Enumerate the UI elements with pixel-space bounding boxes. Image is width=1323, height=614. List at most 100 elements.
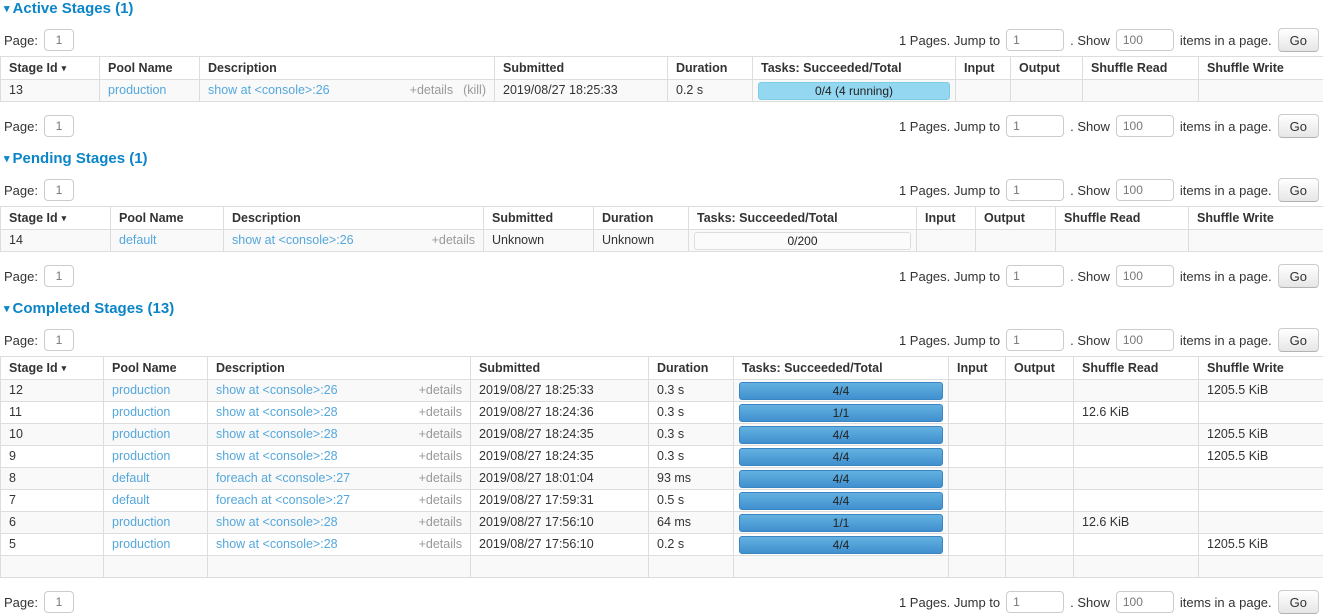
page-number-input[interactable] — [44, 29, 74, 51]
go-button[interactable]: Go — [1278, 328, 1319, 352]
col-header-stage-id[interactable]: Stage Id▾ — [1, 57, 100, 80]
page-number-input[interactable] — [44, 329, 74, 351]
details-toggle-link[interactable]: +details — [419, 449, 462, 464]
col-header-description[interactable]: Description — [208, 357, 471, 380]
col-header-submitted[interactable]: Submitted — [471, 357, 649, 380]
col-header-duration[interactable]: Duration — [649, 357, 734, 380]
col-header-stage-id[interactable]: Stage Id▾ — [1, 207, 111, 230]
description-link[interactable]: show at <console>:26 — [232, 233, 422, 248]
pool-name-link[interactable]: default — [119, 233, 157, 247]
kill-link[interactable]: (kill) — [463, 83, 486, 98]
jump-to-input[interactable] — [1006, 115, 1064, 137]
section-title-pending[interactable]: ▾Pending Stages (1) — [4, 151, 1323, 166]
description-link[interactable]: show at <console>:26 — [208, 83, 400, 98]
section-title-completed[interactable]: ▾Completed Stages (13) — [4, 301, 1323, 316]
description-link[interactable]: foreach at <console>:27 — [216, 471, 409, 486]
page-number-input[interactable] — [44, 591, 74, 613]
page-number-input[interactable] — [44, 179, 74, 201]
details-toggle-link[interactable]: +details — [410, 83, 453, 98]
details-toggle-link[interactable]: +details — [419, 405, 462, 420]
col-header-pool[interactable]: Pool Name — [104, 357, 208, 380]
details-toggle-link[interactable]: +details — [419, 493, 462, 508]
col-header-pool[interactable]: Pool Name — [111, 207, 224, 230]
col-header-stage-id[interactable]: Stage Id▾ — [1, 357, 104, 380]
col-header-submitted[interactable]: Submitted — [484, 207, 594, 230]
pool-name-link[interactable]: production — [112, 405, 170, 419]
col-header-submitted[interactable]: Submitted — [495, 57, 668, 80]
jump-to-input[interactable] — [1006, 265, 1064, 287]
section-title-active[interactable]: ▾Active Stages (1) — [4, 1, 1323, 16]
description-link[interactable]: show at <console>:28 — [216, 405, 409, 420]
pool-name-link[interactable]: default — [112, 493, 150, 507]
show-count-input[interactable] — [1116, 329, 1174, 351]
col-header-shuffle-write[interactable]: Shuffle Write — [1189, 207, 1323, 230]
col-header-input[interactable]: Input — [917, 207, 976, 230]
pool-name-link[interactable]: production — [108, 83, 166, 97]
stage-id-cell: 10 — [1, 424, 104, 446]
duration-cell: 64 ms — [649, 512, 734, 534]
go-button[interactable]: Go — [1278, 114, 1319, 138]
col-header-duration[interactable]: Duration — [668, 57, 753, 80]
details-toggle-link[interactable]: +details — [419, 471, 462, 486]
col-header-description[interactable]: Description — [224, 207, 484, 230]
go-button[interactable]: Go — [1278, 264, 1319, 288]
col-header-tasks[interactable]: Tasks: Succeeded/Total — [753, 57, 956, 80]
col-header-duration[interactable]: Duration — [594, 207, 689, 230]
jump-to-input[interactable] — [1006, 591, 1064, 613]
details-toggle-link[interactable]: +details — [419, 383, 462, 398]
col-header-shuffle-read[interactable]: Shuffle Read — [1083, 57, 1199, 80]
col-header-tasks[interactable]: Tasks: Succeeded/Total — [734, 357, 949, 380]
col-header-shuffle-write[interactable]: Shuffle Write — [1199, 57, 1323, 80]
col-header-input[interactable]: Input — [956, 57, 1011, 80]
col-header-output[interactable]: Output — [976, 207, 1056, 230]
col-header-label: Output — [1019, 61, 1060, 75]
pool-name-link[interactable]: production — [112, 537, 170, 551]
description-link[interactable]: show at <console>:26 — [216, 383, 409, 398]
submitted-cell: Unknown — [484, 230, 594, 252]
pool-name-cell: production — [104, 424, 208, 446]
go-button[interactable]: Go — [1278, 28, 1319, 52]
shuffle-read-cell: 12.6 KiB — [1074, 512, 1199, 534]
col-header-output[interactable]: Output — [1006, 357, 1074, 380]
show-count-input[interactable] — [1116, 265, 1174, 287]
description-link[interactable]: show at <console>:28 — [216, 515, 409, 530]
col-header-shuffle-write[interactable]: Shuffle Write — [1199, 357, 1323, 380]
description-link[interactable]: show at <console>:28 — [216, 427, 409, 442]
col-header-pool[interactable]: Pool Name — [100, 57, 200, 80]
show-count-input[interactable] — [1116, 179, 1174, 201]
page-number-input[interactable] — [44, 265, 74, 287]
details-toggle-link[interactable]: +details — [419, 515, 462, 530]
jump-to-input[interactable] — [1006, 329, 1064, 351]
go-button[interactable]: Go — [1278, 178, 1319, 202]
items-per-page-text: items in a page. — [1180, 333, 1272, 348]
jump-to-input[interactable] — [1006, 29, 1064, 51]
pool-name-link[interactable]: default — [112, 471, 150, 485]
jump-to-input[interactable] — [1006, 179, 1064, 201]
col-header-tasks[interactable]: Tasks: Succeeded/Total — [689, 207, 917, 230]
show-count-input[interactable] — [1116, 29, 1174, 51]
pool-name-link[interactable]: production — [112, 383, 170, 397]
show-count-input[interactable] — [1116, 591, 1174, 613]
page-number-input[interactable] — [44, 115, 74, 137]
description-link[interactable]: show at <console>:28 — [216, 449, 409, 464]
description-link[interactable]: foreach at <console>:27 — [216, 493, 409, 508]
col-header-input[interactable]: Input — [949, 357, 1006, 380]
col-header-shuffle-read[interactable]: Shuffle Read — [1074, 357, 1199, 380]
table-row: 10 production show at <console>:28 +details… — [1, 424, 1323, 446]
tasks-progress-cell: 4/4 — [734, 468, 949, 490]
stage-id-cell: 8 — [1, 468, 104, 490]
details-toggle-link[interactable]: +details — [419, 427, 462, 442]
col-header-description[interactable]: Description — [200, 57, 495, 80]
show-count-input[interactable] — [1116, 115, 1174, 137]
details-toggle-link[interactable]: +details — [432, 233, 475, 248]
pool-name-link[interactable]: production — [112, 449, 170, 463]
col-header-shuffle-read[interactable]: Shuffle Read — [1056, 207, 1189, 230]
go-button[interactable]: Go — [1278, 590, 1319, 614]
section-title-text: Active Stages (1) — [13, 0, 134, 17]
shuffle-read-cell — [1083, 80, 1199, 102]
col-header-output[interactable]: Output — [1011, 57, 1083, 80]
pool-name-link[interactable]: production — [112, 515, 170, 529]
shuffle-read-cell — [1074, 446, 1199, 468]
pool-name-link[interactable]: production — [112, 427, 170, 441]
